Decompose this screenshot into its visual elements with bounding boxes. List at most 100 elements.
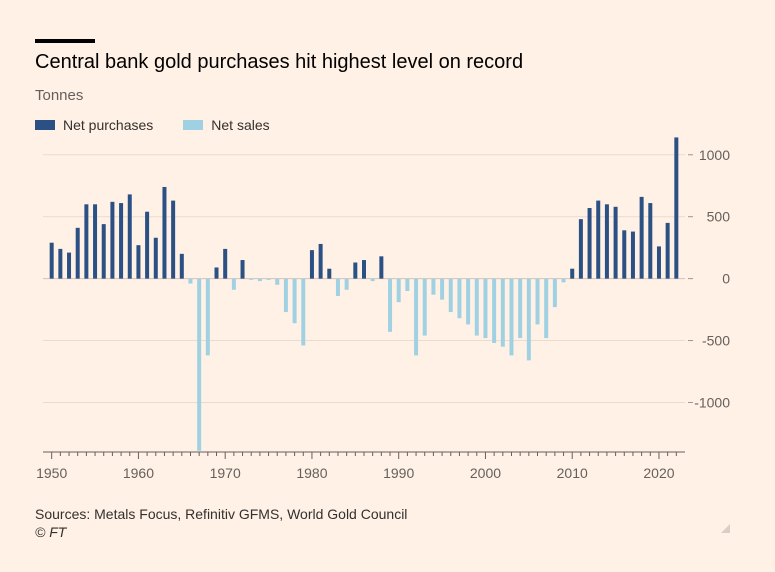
x-tick-label: 2020 xyxy=(643,465,674,481)
bar-net-purchase xyxy=(101,224,106,279)
bar-net-sale xyxy=(518,278,523,339)
legend-swatch-sales xyxy=(183,120,204,130)
resize-corner-icon xyxy=(721,524,730,533)
bar-net-sale xyxy=(500,278,505,347)
bar-net-sale xyxy=(535,278,540,325)
bar-net-sale xyxy=(257,278,262,282)
bar-net-purchase xyxy=(58,248,63,279)
bar-net-purchase xyxy=(318,243,323,279)
x-tick-label: 1990 xyxy=(383,465,414,481)
legend-label-sales: Net sales xyxy=(211,117,270,133)
bar-net-purchase xyxy=(613,206,618,279)
bar-net-sale xyxy=(431,278,436,295)
legend-item-purchases: Net purchases xyxy=(35,117,153,133)
bar-net-sale xyxy=(388,278,393,332)
bar-net-sale xyxy=(405,278,410,291)
x-tick-label: 1950 xyxy=(36,465,67,481)
bar-net-purchase xyxy=(171,200,176,279)
x-tick-label: 2000 xyxy=(470,465,501,481)
bar-net-purchase xyxy=(604,204,609,279)
bar-net-sale xyxy=(561,278,566,283)
y-tick-label: 0 xyxy=(722,271,730,287)
y-tick-label: 1000 xyxy=(699,147,730,163)
x-tick-label: 1970 xyxy=(210,465,241,481)
bar-net-purchase xyxy=(639,196,644,279)
bar-net-purchase xyxy=(379,256,384,279)
bar-net-purchase xyxy=(84,204,89,279)
y-tick-label: 500 xyxy=(707,209,731,225)
bar-net-sale xyxy=(188,278,193,284)
bar-net-sale xyxy=(448,278,453,313)
chart-title: Central bank gold purchases hit highest … xyxy=(35,51,524,73)
bar-net-sale xyxy=(266,278,271,280)
source-note: Sources: Metals Focus, Refinitiv GFMS, W… xyxy=(35,506,408,522)
title-accent-bar xyxy=(35,39,95,43)
bar-net-sale xyxy=(457,278,462,319)
bar-net-purchase xyxy=(362,260,366,279)
bar-net-purchase xyxy=(578,219,583,279)
bar-net-purchase xyxy=(153,237,158,279)
bar-net-sale xyxy=(301,278,306,346)
bar-net-purchase xyxy=(110,201,115,279)
bar-net-purchase xyxy=(327,268,332,279)
bar-net-sale xyxy=(552,278,557,308)
bar-net-sale xyxy=(370,278,375,282)
chart-subtitle: Tonnes xyxy=(35,87,84,104)
bar-net-purchase xyxy=(49,242,54,279)
bar-net-sale xyxy=(544,278,549,339)
bar-net-purchase xyxy=(570,268,575,279)
y-tick-label: -1000 xyxy=(694,394,730,410)
bar-net-sale xyxy=(483,278,488,339)
bar-net-purchase xyxy=(214,267,219,279)
bar-net-purchase xyxy=(75,227,80,279)
bar-net-purchase xyxy=(179,253,184,279)
bar-net-purchase xyxy=(240,260,245,279)
bar-net-sale xyxy=(197,278,202,451)
bar-net-sale xyxy=(335,278,340,296)
bar-net-purchase xyxy=(127,194,132,279)
x-tick-label: 1960 xyxy=(123,465,154,481)
bar-net-purchase xyxy=(93,204,98,279)
bar-net-sale xyxy=(231,278,236,290)
bar-net-purchase xyxy=(665,222,670,279)
bar-net-sale xyxy=(344,278,349,290)
x-tick-label: 1980 xyxy=(296,465,327,481)
bar-net-sale xyxy=(440,278,445,300)
bar-net-sale xyxy=(526,278,531,361)
bar-net-sale xyxy=(492,278,497,344)
legend: Net purchases Net sales xyxy=(35,117,300,133)
bar-net-purchase xyxy=(648,203,653,279)
bar-net-purchase xyxy=(353,262,358,279)
bar-net-sale xyxy=(396,278,401,303)
bar-net-purchase xyxy=(622,230,627,279)
bar-net-sale xyxy=(292,278,297,324)
bar-net-purchase xyxy=(309,250,314,279)
bar-net-sale xyxy=(249,278,254,280)
bar-net-sale xyxy=(275,278,280,285)
bar-net-sale xyxy=(283,278,288,313)
bar-net-sale xyxy=(509,278,514,356)
bar-net-purchase xyxy=(67,252,72,279)
bar-net-sale xyxy=(414,278,419,356)
bar-net-sale xyxy=(205,278,210,356)
legend-swatch-purchases xyxy=(35,120,55,130)
bar-net-sale xyxy=(422,278,427,336)
legend-item-sales: Net sales xyxy=(183,117,270,133)
bar-net-purchase xyxy=(223,248,228,279)
bar-net-sale xyxy=(474,278,479,336)
bar-net-purchase xyxy=(630,231,635,279)
bar-net-purchase xyxy=(162,186,167,279)
y-tick-label: -500 xyxy=(702,333,730,349)
bar-net-purchase xyxy=(136,245,141,279)
credit: © FT xyxy=(35,524,67,540)
bar-net-purchase xyxy=(145,211,150,279)
legend-label-purchases: Net purchases xyxy=(63,117,154,133)
bar-net-purchase xyxy=(674,137,679,279)
bar-net-purchase xyxy=(587,208,592,279)
bar-net-purchase xyxy=(119,203,124,279)
bar-net-purchase xyxy=(596,200,601,279)
bar-net-purchase xyxy=(656,246,661,279)
bar-net-sale xyxy=(466,278,471,325)
x-tick-label: 2010 xyxy=(557,465,588,481)
